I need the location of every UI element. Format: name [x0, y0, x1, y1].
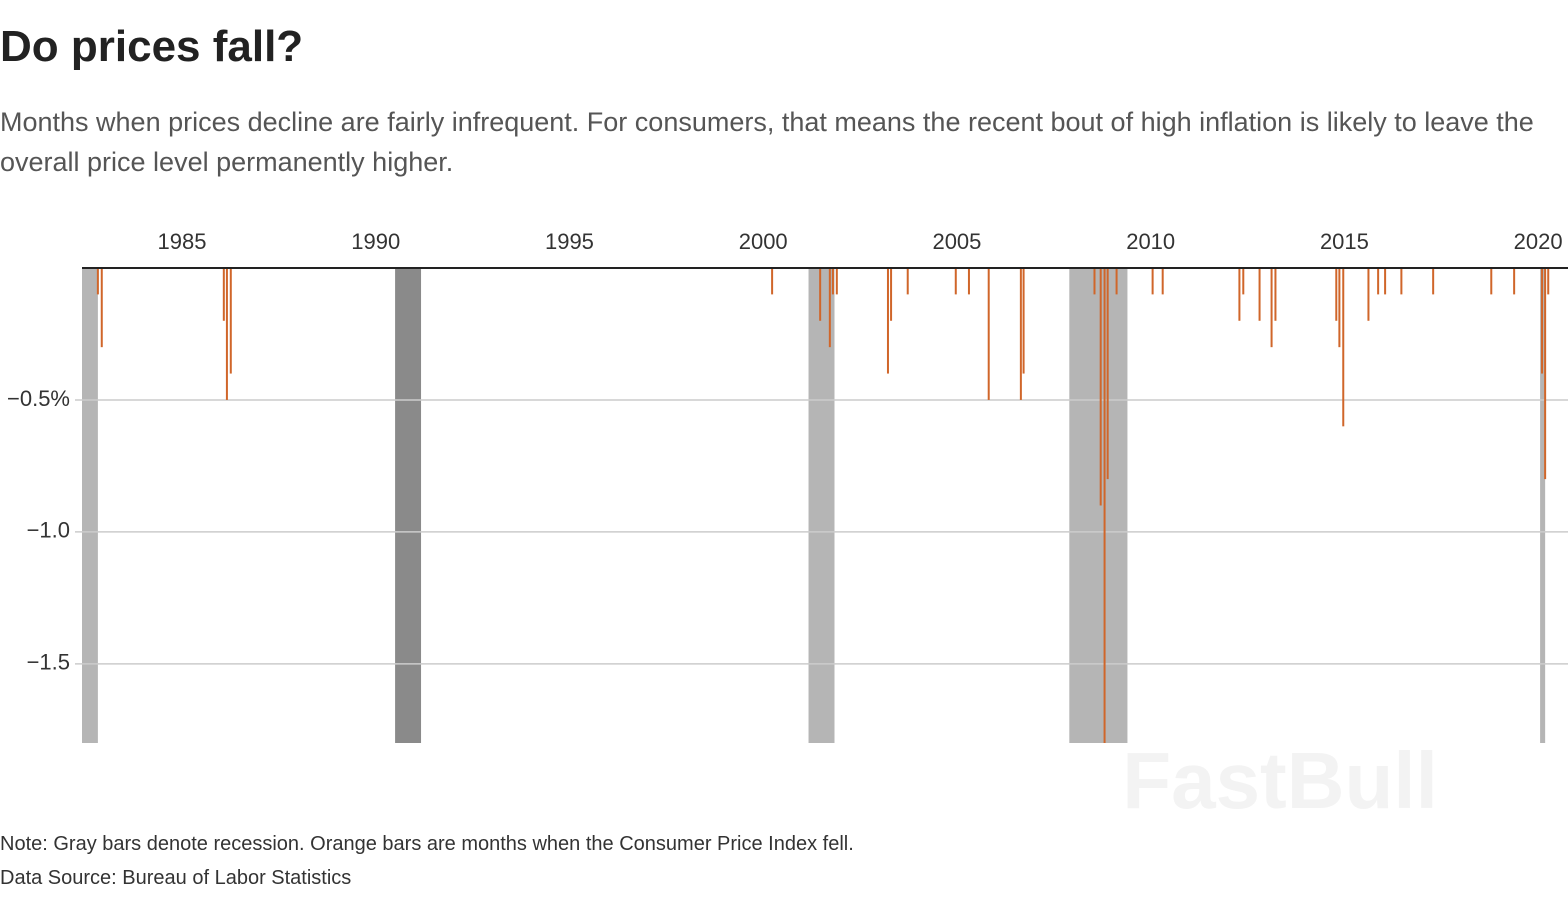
- bar: [1342, 268, 1345, 427]
- x-tick-label: 2005: [932, 229, 981, 254]
- bar: [1338, 268, 1341, 348]
- x-tick-label: 1990: [351, 229, 400, 254]
- watermark: FastBull: [1122, 736, 1438, 825]
- bar: [1258, 268, 1261, 321]
- bar: [1384, 268, 1387, 295]
- bar: [1106, 268, 1109, 480]
- bar: [1400, 268, 1403, 295]
- bar: [100, 268, 103, 348]
- bar: [828, 268, 831, 348]
- x-tick-label: 2000: [739, 229, 788, 254]
- bar: [1093, 268, 1096, 295]
- x-tick-label: 2020: [1514, 229, 1563, 254]
- bar: [1019, 268, 1022, 400]
- bar: [222, 268, 225, 321]
- bar: [225, 268, 228, 400]
- bar: [1367, 268, 1370, 321]
- y-tick-label: −1.0: [27, 518, 70, 543]
- recession-band: [395, 268, 422, 743]
- bar: [1544, 268, 1547, 480]
- x-tick-label: 1995: [545, 229, 594, 254]
- bar: [1103, 268, 1106, 743]
- bar: [1541, 268, 1544, 374]
- bar: [1335, 268, 1338, 321]
- bar: [954, 268, 957, 295]
- bar: [906, 268, 909, 295]
- bar: [1490, 268, 1493, 295]
- bar: [1151, 268, 1154, 295]
- chart-subtitle: Months when prices decline are fairly in…: [0, 107, 1534, 177]
- bar: [1161, 268, 1164, 295]
- bar: [835, 268, 838, 295]
- recession-band: [1540, 268, 1546, 743]
- bar: [1099, 268, 1102, 506]
- bar: [819, 268, 822, 321]
- x-tick-label: 1985: [157, 229, 206, 254]
- bar: [831, 268, 834, 295]
- bar: [1270, 268, 1273, 348]
- bar: [1377, 268, 1380, 295]
- y-tick-label: −0.5%: [7, 386, 70, 411]
- bar: [1432, 268, 1435, 295]
- x-tick-label: 2010: [1126, 229, 1175, 254]
- note: Note: Gray bars denote recession. Orange…: [0, 833, 854, 855]
- bar: [1022, 268, 1025, 374]
- recession-band: [82, 268, 98, 743]
- bar: [1115, 268, 1118, 295]
- bar: [1547, 268, 1550, 295]
- bar: [229, 268, 232, 374]
- bar: [967, 268, 970, 295]
- bar: [1242, 268, 1245, 295]
- bar: [1238, 268, 1241, 321]
- bar: [1513, 268, 1516, 295]
- x-tick-label: 2015: [1320, 229, 1369, 254]
- bar: [1274, 268, 1277, 321]
- bar: [96, 268, 99, 295]
- bar: [890, 268, 893, 321]
- source: Data Source: Bureau of Labor Statistics: [0, 867, 352, 889]
- chart-title: Do prices fall?: [0, 22, 304, 71]
- bar: [771, 268, 774, 295]
- bar: [886, 268, 889, 374]
- recession-band: [1069, 268, 1128, 743]
- y-tick-label: −1.5: [27, 650, 70, 675]
- bar: [987, 268, 990, 400]
